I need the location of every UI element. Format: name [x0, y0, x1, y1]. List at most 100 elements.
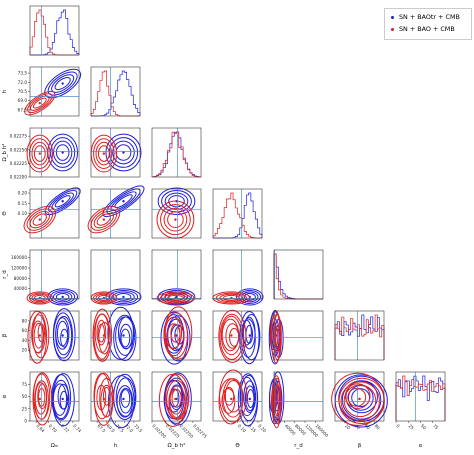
contour-snbaotrcmb-3-1-3 — [106, 188, 141, 215]
contour-snbaocmb-4-2-3 — [160, 292, 191, 304]
x-tick-label-0-0: 0.64 — [35, 423, 45, 433]
mean-point-snbaotrcmb-1-0 — [61, 82, 64, 85]
y-tick-label-2-2: 0.02250 — [10, 147, 28, 152]
x-tick-label-0-3: 0.74 — [72, 423, 82, 433]
contour-snbaotrcmb-2-0-2 — [53, 140, 73, 165]
contour-snbaotrcmb-5-0-4 — [55, 315, 73, 356]
x-axis-label-3: Θ — [235, 443, 240, 449]
legend-marker-red — [391, 27, 394, 31]
panel-frame-2-1 — [90, 127, 141, 178]
histogram-snbaotrcmb-1 — [90, 70, 141, 117]
contour-snbaocmb-3-2-1 — [167, 211, 184, 228]
panel-frame-4-1 — [90, 249, 141, 300]
contour-snbaotrcmb-5-2-6 — [160, 311, 189, 365]
contour-snbaotrcmb-3-0-1 — [54, 195, 71, 208]
contour-snbaocmb-4-1-2 — [95, 293, 113, 303]
histogram-snbaotrcmb-6 — [395, 375, 446, 421]
histogram-snbaocmb-2 — [151, 131, 202, 178]
panel-4-1 — [90, 249, 142, 306]
contour-snbaotrcmb-5-1-6 — [107, 306, 134, 360]
contour-snbaotrcmb-2-0-1 — [55, 144, 70, 161]
contour-snbaotrcmb-6-3-6 — [237, 373, 259, 427]
contour-snbaocmb-6-0-6 — [32, 372, 53, 426]
contour-snbaocmb-5-1-6 — [92, 308, 113, 362]
contour-snbaotrcmb-6-0-2 — [57, 383, 69, 410]
panel-frame-5-1 — [90, 310, 141, 361]
contour-snbaocmb-6-3-6 — [219, 369, 248, 423]
x-tick-label-0-1: 0.70 — [48, 423, 58, 433]
contour-snbaotrcmb-5-0-1 — [60, 328, 69, 348]
panel-frame-3-2 — [151, 188, 202, 239]
panel-frame-5-5 — [334, 310, 385, 361]
panel-4-2 — [151, 249, 202, 306]
mean-point-snbaocmb-5-2 — [174, 334, 177, 337]
contour-snbaotrcmb-6-1-2 — [119, 387, 133, 414]
contour-snbaocmb-3-1-3 — [90, 208, 118, 231]
y-axis-label-4: r_d — [2, 270, 8, 279]
x-axis-label-0: Ωₘ — [51, 443, 59, 449]
histogram-snbaocmb-3 — [212, 192, 263, 239]
mean-point-snbaocmb-6-1 — [102, 397, 106, 401]
histogram-snbaocmb-0 — [29, 9, 79, 56]
x-tick-label-5-0: 20 — [344, 423, 352, 431]
mean-point-snbaotrcmb-5-3 — [248, 334, 251, 337]
contour-snbaocmb-1-0-3 — [27, 93, 53, 114]
contour-snbaocmb-6-3-1 — [223, 386, 235, 406]
y-tick-label-1-0: 67.5 — [18, 107, 28, 112]
panel-1-1 — [90, 66, 141, 117]
panel-3-1 — [87, 185, 145, 239]
contour-snbaocmb-2-0-1 — [33, 145, 46, 162]
panel-2-1 — [90, 127, 142, 178]
contour-snbaocmb-3-0-3 — [26, 208, 54, 231]
contour-snbaocmb-6-5-5 — [338, 377, 385, 424]
contour-snbaocmb-4-3-3 — [215, 292, 247, 304]
y-tick-label-6-0: 0 — [24, 419, 27, 424]
y-tick-label-4-1: 80000 — [14, 276, 28, 281]
contour-snbaocmb-6-2-5 — [165, 373, 190, 421]
x-tick-label-1-0: 67.5 — [96, 423, 106, 433]
contour-snbaotrcmb-5-3-2 — [241, 319, 252, 346]
x-axis-label-1: h — [114, 443, 118, 449]
x-tick-label-3-2: 0.20 — [257, 423, 267, 433]
panel-frame-6-4 — [273, 371, 324, 422]
mean-point-snbaocmb-6-0 — [38, 397, 41, 401]
legend-label-red: SN + BAO + CMB — [399, 25, 455, 33]
contour-snbaotrcmb-4-2-4 — [157, 288, 196, 306]
panel-frame-6-2 — [151, 371, 202, 422]
contour-snbaotrcmb-4-1-4 — [105, 288, 142, 306]
mean-point-snbaocmb-5-0 — [38, 334, 41, 337]
contour-snbaocmb-6-3-2 — [221, 388, 236, 414]
panel-frame-5-4 — [273, 310, 324, 361]
contour-snbaocmb-5-2-5 — [163, 312, 188, 359]
y-tick-label-2-1: 0.02225 — [10, 161, 28, 166]
contour-snbaotrcmb-3-2-4 — [157, 187, 196, 216]
histogram-snbaotrcmb-4 — [273, 253, 323, 300]
contour-snbaocmb-6-1-6 — [93, 372, 114, 426]
panel-2-2 — [151, 127, 202, 178]
contour-snbaocmb-3-1-2 — [93, 210, 115, 229]
y-axis-label-2: Ω_b h² — [1, 144, 8, 162]
x-axis-label-4: r_d — [294, 443, 303, 449]
contour-snbaotrcmb-4-2-3 — [161, 289, 192, 304]
x-tick-label-6-3: 75 — [432, 423, 440, 431]
contour-snbaotrcmb-3-0-4 — [44, 187, 81, 216]
x-tick-label-1-3: 72.0 — [124, 423, 134, 433]
panel-6-0: 0.64 0.70 0.72 0.74 Ωₘ 0 25 50 75 α — [2, 371, 83, 449]
x-axis-label-5: β — [358, 443, 362, 449]
y-tick-label-5-1: 40 — [22, 338, 28, 343]
panel-4-3 — [212, 249, 264, 306]
mean-point-snbaotrcmb-5-0 — [61, 334, 64, 337]
contour-snbaocmb-4-2-1 — [167, 294, 184, 302]
contour-snbaocmb-5-3-6 — [218, 309, 247, 363]
contour-snbaocmb-4-3-1 — [223, 294, 240, 302]
chart-legend: SN + BAOtr + CMB SN + BAO + CMB — [384, 8, 472, 40]
contour-snbaocmb-6-2-6 — [158, 373, 187, 427]
mean-point-snbaotrcmb-3-1 — [122, 200, 125, 203]
mean-point-snbaotrcmb-4-0 — [61, 295, 64, 299]
contour-snbaocmb-6-4-6 — [271, 375, 282, 429]
y-tick-label-1-3: 72.0 — [18, 80, 28, 85]
contour-snbaotrcmb-2-1-1 — [115, 144, 132, 161]
contour-snbaotrcmb-4-1-2 — [112, 291, 135, 303]
contour-snbaotrcmb-6-5-4 — [341, 380, 382, 420]
